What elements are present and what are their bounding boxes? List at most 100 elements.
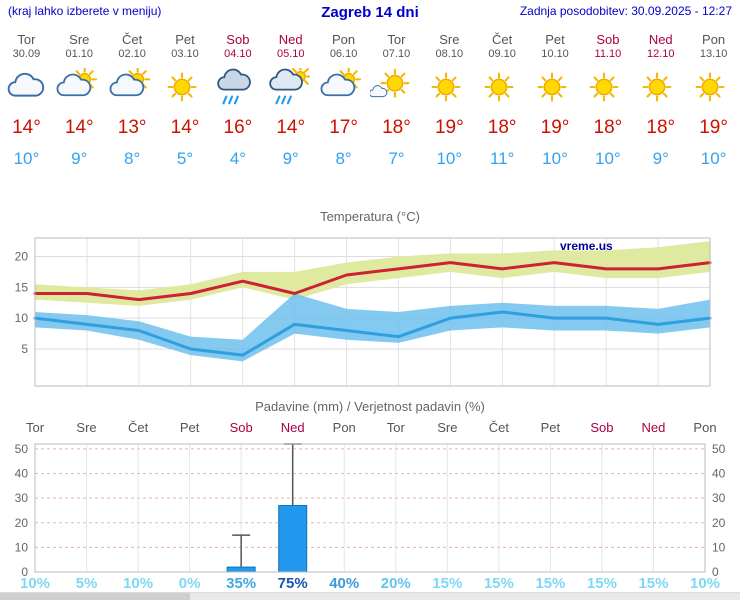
day-name-label: Čet: [492, 32, 513, 47]
day-date-label: 06.10: [329, 48, 358, 60]
tmin-line: [33, 310, 712, 357]
temp-ytick-label: 20: [15, 250, 29, 264]
tmin-label: 7°: [388, 149, 405, 168]
precip-probability-label: 10%: [123, 575, 153, 592]
temp-ytick-label: 10: [15, 311, 29, 325]
precip-day-label: Sob: [230, 420, 253, 435]
day-name-label: Čet: [122, 32, 143, 47]
precip-day-label: Sre: [76, 420, 96, 435]
precip-ytick-left: 40: [15, 467, 29, 481]
precip-bar: [226, 566, 256, 573]
sun-small-cloud-icon: [370, 68, 423, 112]
day-name-label: Sob: [226, 32, 250, 47]
tmax-line: [33, 261, 712, 302]
precip-ytick-right: 50: [712, 442, 726, 456]
precip-probability-label: 15%: [535, 575, 565, 592]
day-name-label: Pet: [545, 32, 565, 47]
precip-ytick-right: 10: [712, 540, 726, 554]
tmin-label: 11°: [489, 149, 515, 168]
day-column: Sre 08.10 19° 10°: [423, 26, 476, 204]
day-date-label: 07.10: [382, 48, 411, 60]
day-date-label: 03.10: [171, 48, 199, 60]
day-date-label: 02.10: [118, 48, 146, 60]
day-name-label: Sre: [439, 32, 460, 47]
tmax-label: 14°: [12, 117, 41, 138]
precip-probability-label: 20%: [381, 575, 411, 592]
watermark-label: vreme.us: [560, 239, 613, 253]
day-name-label: Sob: [596, 32, 620, 47]
tmax-label: 14°: [64, 117, 94, 138]
precip-ytick-left: 10: [15, 540, 29, 554]
day-name-label: Pon: [332, 32, 356, 47]
page-header: (kraj lahko izberete v meniju) Zagreb 14…: [0, 0, 740, 26]
rain-icon: [211, 68, 264, 112]
day-date-label: 10.10: [541, 48, 569, 60]
tmax-label: 13°: [117, 117, 147, 138]
sun-icon: [687, 68, 740, 112]
precip-ytick-left: 50: [15, 442, 29, 456]
day-column: Pon 06.10 17° 8°: [317, 26, 370, 204]
tmin-range-band: [35, 293, 710, 362]
tmax-label: 19°: [699, 117, 728, 138]
cloud-icon: [0, 68, 53, 112]
precip-probability-label: 15%: [587, 575, 617, 592]
precip-vertical-gridlines: [34, 444, 706, 572]
rain-sun-icon: [264, 68, 317, 112]
precip-day-label: Pon: [693, 420, 716, 435]
sun-cloud-icon: [317, 68, 370, 112]
tmax-label: 14°: [170, 117, 200, 138]
precipitation-chart-title: Padavine (mm) / Verjetnost padavin (%): [255, 399, 485, 414]
precip-probability-label: 15%: [484, 575, 514, 592]
day-column: Pet 10.10 19° 10°: [529, 26, 582, 204]
day-name-label: Ned: [278, 32, 303, 47]
precip-ytick-right: 20: [712, 516, 726, 530]
day-name-label: Sre: [69, 32, 90, 47]
last-update-label: Zadnja posodobitev: 30.09.2025 - 12:27: [519, 4, 732, 18]
tmin-label: 8°: [335, 149, 352, 168]
day-column: Sre 01.10 14° 9°: [53, 26, 106, 204]
tmin-label: 5°: [176, 149, 194, 168]
tmax-label: 18°: [646, 117, 676, 138]
scrollbar-thumb[interactable]: [0, 593, 190, 600]
day-column: Ned 12.10 18° 9°: [634, 26, 687, 204]
tmax-label: 14°: [276, 117, 306, 138]
day-column: Sob 11.10 18° 10°: [581, 26, 634, 204]
tmin-label: 10°: [700, 149, 727, 168]
sun-icon: [581, 68, 634, 112]
precip-probability-label: 40%: [329, 575, 359, 592]
day-column: Pon 13.10 19° 10°: [687, 26, 740, 204]
tmin-label: 10°: [542, 149, 568, 168]
tmin-label: 10°: [13, 149, 40, 168]
day-column: Pet 03.10 14° 5°: [159, 26, 212, 204]
tmin-label: 9°: [652, 149, 669, 168]
day-name-label: Pon: [702, 32, 726, 47]
temp-ytick-label: 5: [21, 342, 28, 356]
day-date-label: 11.10: [594, 48, 622, 60]
sun-icon: [423, 68, 476, 112]
day-column: Čet 09.10 18° 11°: [476, 26, 529, 204]
day-date-label: 30.09: [12, 48, 41, 60]
day-column: Ned 05.10 14° 9°: [264, 26, 317, 204]
tmax-label: 18°: [487, 117, 517, 138]
temperature-chart-title: Temperatura (°C): [320, 209, 420, 224]
day-name-label: Ned: [648, 32, 673, 47]
precip-day-label: Čet: [128, 420, 149, 435]
sun-icon: [159, 68, 212, 112]
tmax-label: 19°: [540, 117, 570, 138]
day-name-label: Pet: [175, 32, 195, 47]
precip-probability-label: 75%: [278, 575, 308, 592]
precip-ytick-right: 30: [712, 491, 726, 505]
tmin-label: 9°: [71, 149, 88, 168]
day-date-label: 12.10: [646, 48, 675, 60]
tmin-label: 4°: [229, 149, 246, 168]
precip-probability-label: 10%: [690, 575, 720, 592]
precipitation-chart: Tor Sre Čet Pet Sob Ned Pon Tor Sre Čet Pet Sob Ned P…: [15, 420, 726, 592]
day-name-label: Tor: [17, 32, 36, 47]
tmin-label: 8°: [124, 149, 141, 168]
tmin-label: 9°: [282, 149, 299, 168]
sun-icon: [529, 68, 582, 112]
day-date-label: 13.10: [699, 48, 728, 60]
tmin-label: 10°: [436, 149, 463, 168]
day-date-label: 08.10: [435, 48, 464, 60]
horizontal-scrollbar[interactable]: [0, 592, 740, 600]
